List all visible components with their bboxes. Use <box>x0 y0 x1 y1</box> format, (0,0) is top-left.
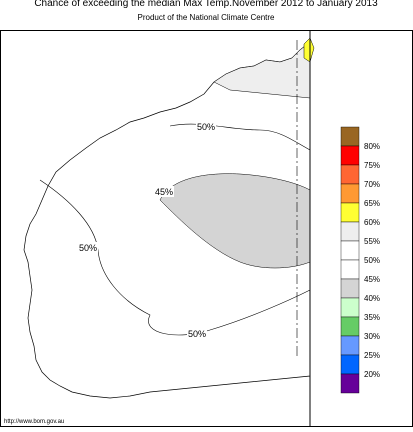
legend: 80% 75% 70% 65% 60% 55% 50% 45% 40% 35% 30% 25% 20% <box>340 126 380 394</box>
contour-label: 50% <box>79 243 97 253</box>
legend-swatch <box>340 221 360 242</box>
label-bg <box>196 121 216 132</box>
legend-label: 70% <box>364 180 380 189</box>
contour-label: 45% <box>155 187 173 197</box>
legend-label: 80% <box>364 142 380 151</box>
footer-url: http://www.bom.gov.au <box>4 419 64 425</box>
legend-label: 45% <box>364 275 380 284</box>
legend-label: 50% <box>364 256 380 265</box>
contour-label: 50% <box>197 122 215 132</box>
label-bg <box>154 186 174 197</box>
legend-label: 20% <box>364 370 380 379</box>
legend-swatch <box>340 335 360 356</box>
legend-swatch <box>340 259 360 280</box>
legend-label: 55% <box>364 237 380 246</box>
legend-label: 30% <box>364 332 380 341</box>
legend-swatch <box>340 316 360 337</box>
legend-swatch <box>340 126 360 147</box>
legend-label: 25% <box>364 351 380 360</box>
legend-swatch <box>340 145 360 166</box>
legend-swatch <box>340 164 360 185</box>
legend-swatch <box>340 278 360 299</box>
legend-swatch <box>340 354 360 375</box>
contour-label: 50% <box>188 329 206 339</box>
legend-label: 60% <box>364 218 380 227</box>
legend-label: 65% <box>364 199 380 208</box>
contour <box>39 179 311 336</box>
land <box>23 41 311 399</box>
label-bg <box>187 328 207 339</box>
legend-swatch <box>340 183 360 204</box>
legend-label: 40% <box>364 294 380 303</box>
legend-label: 35% <box>364 313 380 322</box>
legend-swatch <box>340 240 360 261</box>
legend-swatch <box>340 297 360 318</box>
legend-swatch <box>340 373 360 394</box>
legend-swatch <box>340 202 360 223</box>
region-60 <box>303 37 315 63</box>
legend-label: 75% <box>364 161 380 170</box>
label-bg <box>78 242 98 253</box>
title: Chance of exceeding the median Max Temp.… <box>34 0 378 9</box>
subtitle: Product of the National Climate Centre <box>138 13 276 22</box>
contour <box>169 123 311 151</box>
region-55 <box>213 41 311 99</box>
